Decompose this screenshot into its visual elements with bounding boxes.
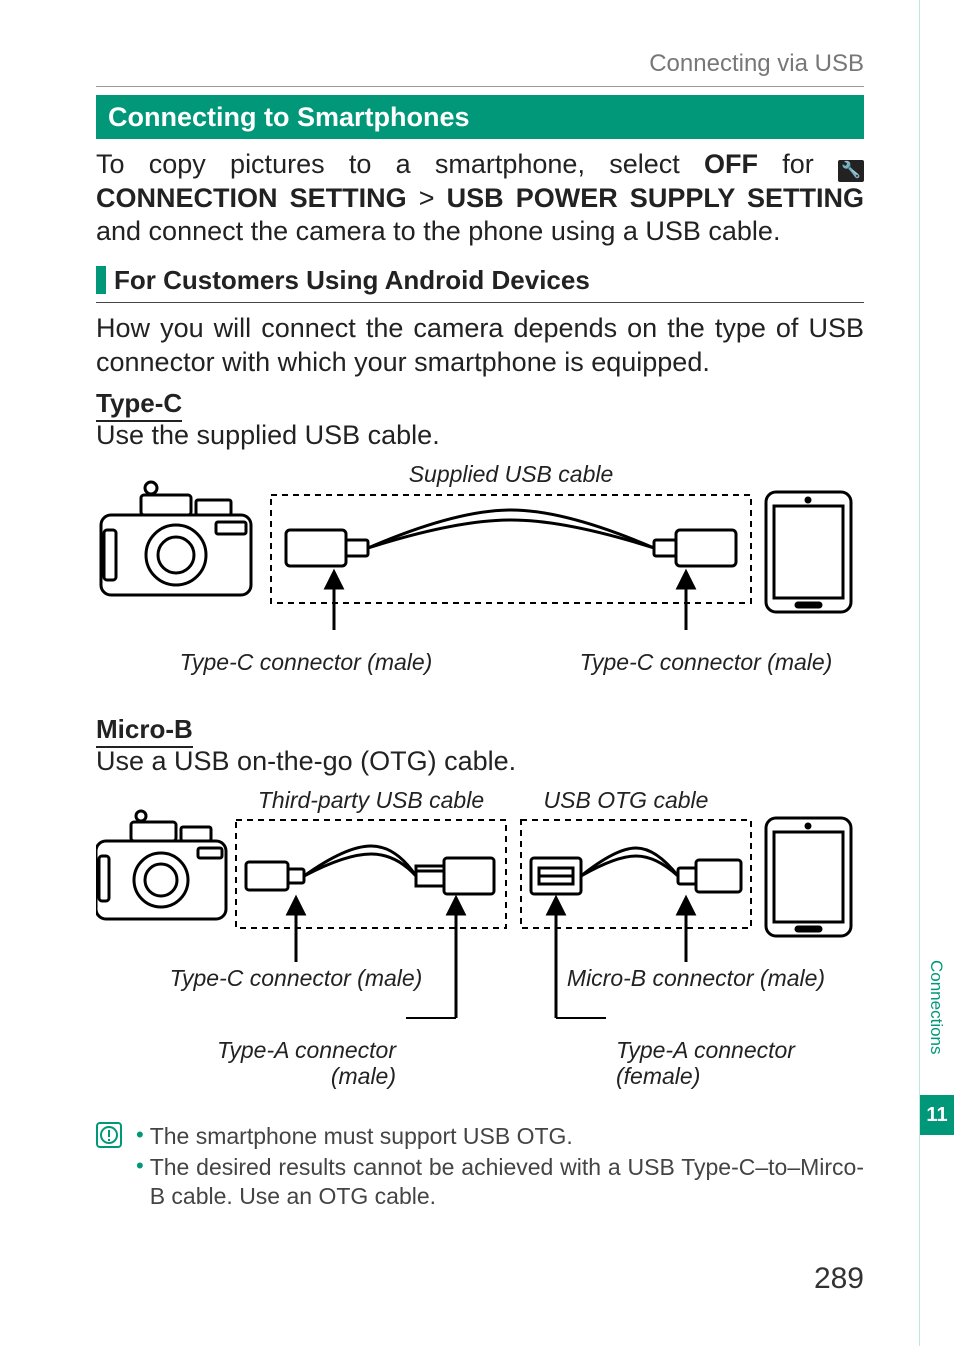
microb-conn2-l2: (male) [331,1063,396,1089]
header-underline [96,86,864,87]
bullet-icon: • [136,1122,144,1151]
intro-gt: > [407,183,447,213]
typec-right-conn: Type-C connector (male) [580,649,833,675]
intro-post: and connect the camera to the phone usin… [96,216,780,246]
header-breadcrumb: Connecting via USB [649,50,864,78]
intro-conn: CONNECTION SETTING [96,183,407,213]
section-title: Connecting to Smartphones [96,95,864,139]
caution-icon [96,1122,122,1148]
android-heading-wrap: For Customers Using Android Devices [96,265,864,303]
microb-conn2-l1: Type-A connector [217,1037,397,1063]
side-section-label: Connections [926,960,946,1055]
microb-conn1: Type-C connector (male) [170,965,423,991]
heading-accent-bar [96,266,106,294]
typec-diagram: Supplied USB cable Type-C connector (mal… [96,460,864,680]
notes-block: •The smartphone must support USB OTG. •T… [136,1122,864,1212]
side-chapter-tab: 11 [920,1095,954,1135]
microb-conn4-l1: Type-A connector [616,1037,796,1063]
typec-left-conn: Type-C connector (male) [180,649,433,675]
intro-off: OFF [704,149,758,179]
microb-cable1-label: Third-party USB cable [258,787,484,813]
intro-pre: To copy pictures to a smartphone, select [96,149,704,179]
android-heading: For Customers Using Android Devices [114,265,590,295]
intro-for: for [758,149,838,179]
microb-heading: Micro-B [96,714,193,748]
microb-conn3: Micro-B connector (male) [567,965,825,991]
intro-usb: USB POWER SUPPLY SETTING [447,183,864,213]
microb-body: Use a USB on-the-go (OTG) cable. [96,746,516,777]
side-rule [919,0,920,1346]
typec-heading: Type-C [96,388,182,422]
typec-body: Use the supplied USB cable. [96,420,440,451]
microb-conn4-l2: (female) [616,1063,700,1089]
note-2: The desired results cannot be achieved w… [150,1153,864,1211]
android-body: How you will connect the camera depends … [96,312,864,380]
microb-cable2-label: USB OTG cable [544,787,709,813]
microb-diagram: Third-party USB cable USB OTG cable [96,786,864,1096]
typec-cable-label: Supplied USB cable [409,461,614,487]
intro-paragraph: To copy pictures to a smartphone, select… [96,148,864,248]
page-number: 289 [814,1262,864,1296]
heading-underline [96,302,864,303]
bullet-icon: • [136,1153,144,1211]
wrench-icon: 🔧 [838,160,864,182]
note-1: The smartphone must support USB OTG. [150,1122,864,1151]
